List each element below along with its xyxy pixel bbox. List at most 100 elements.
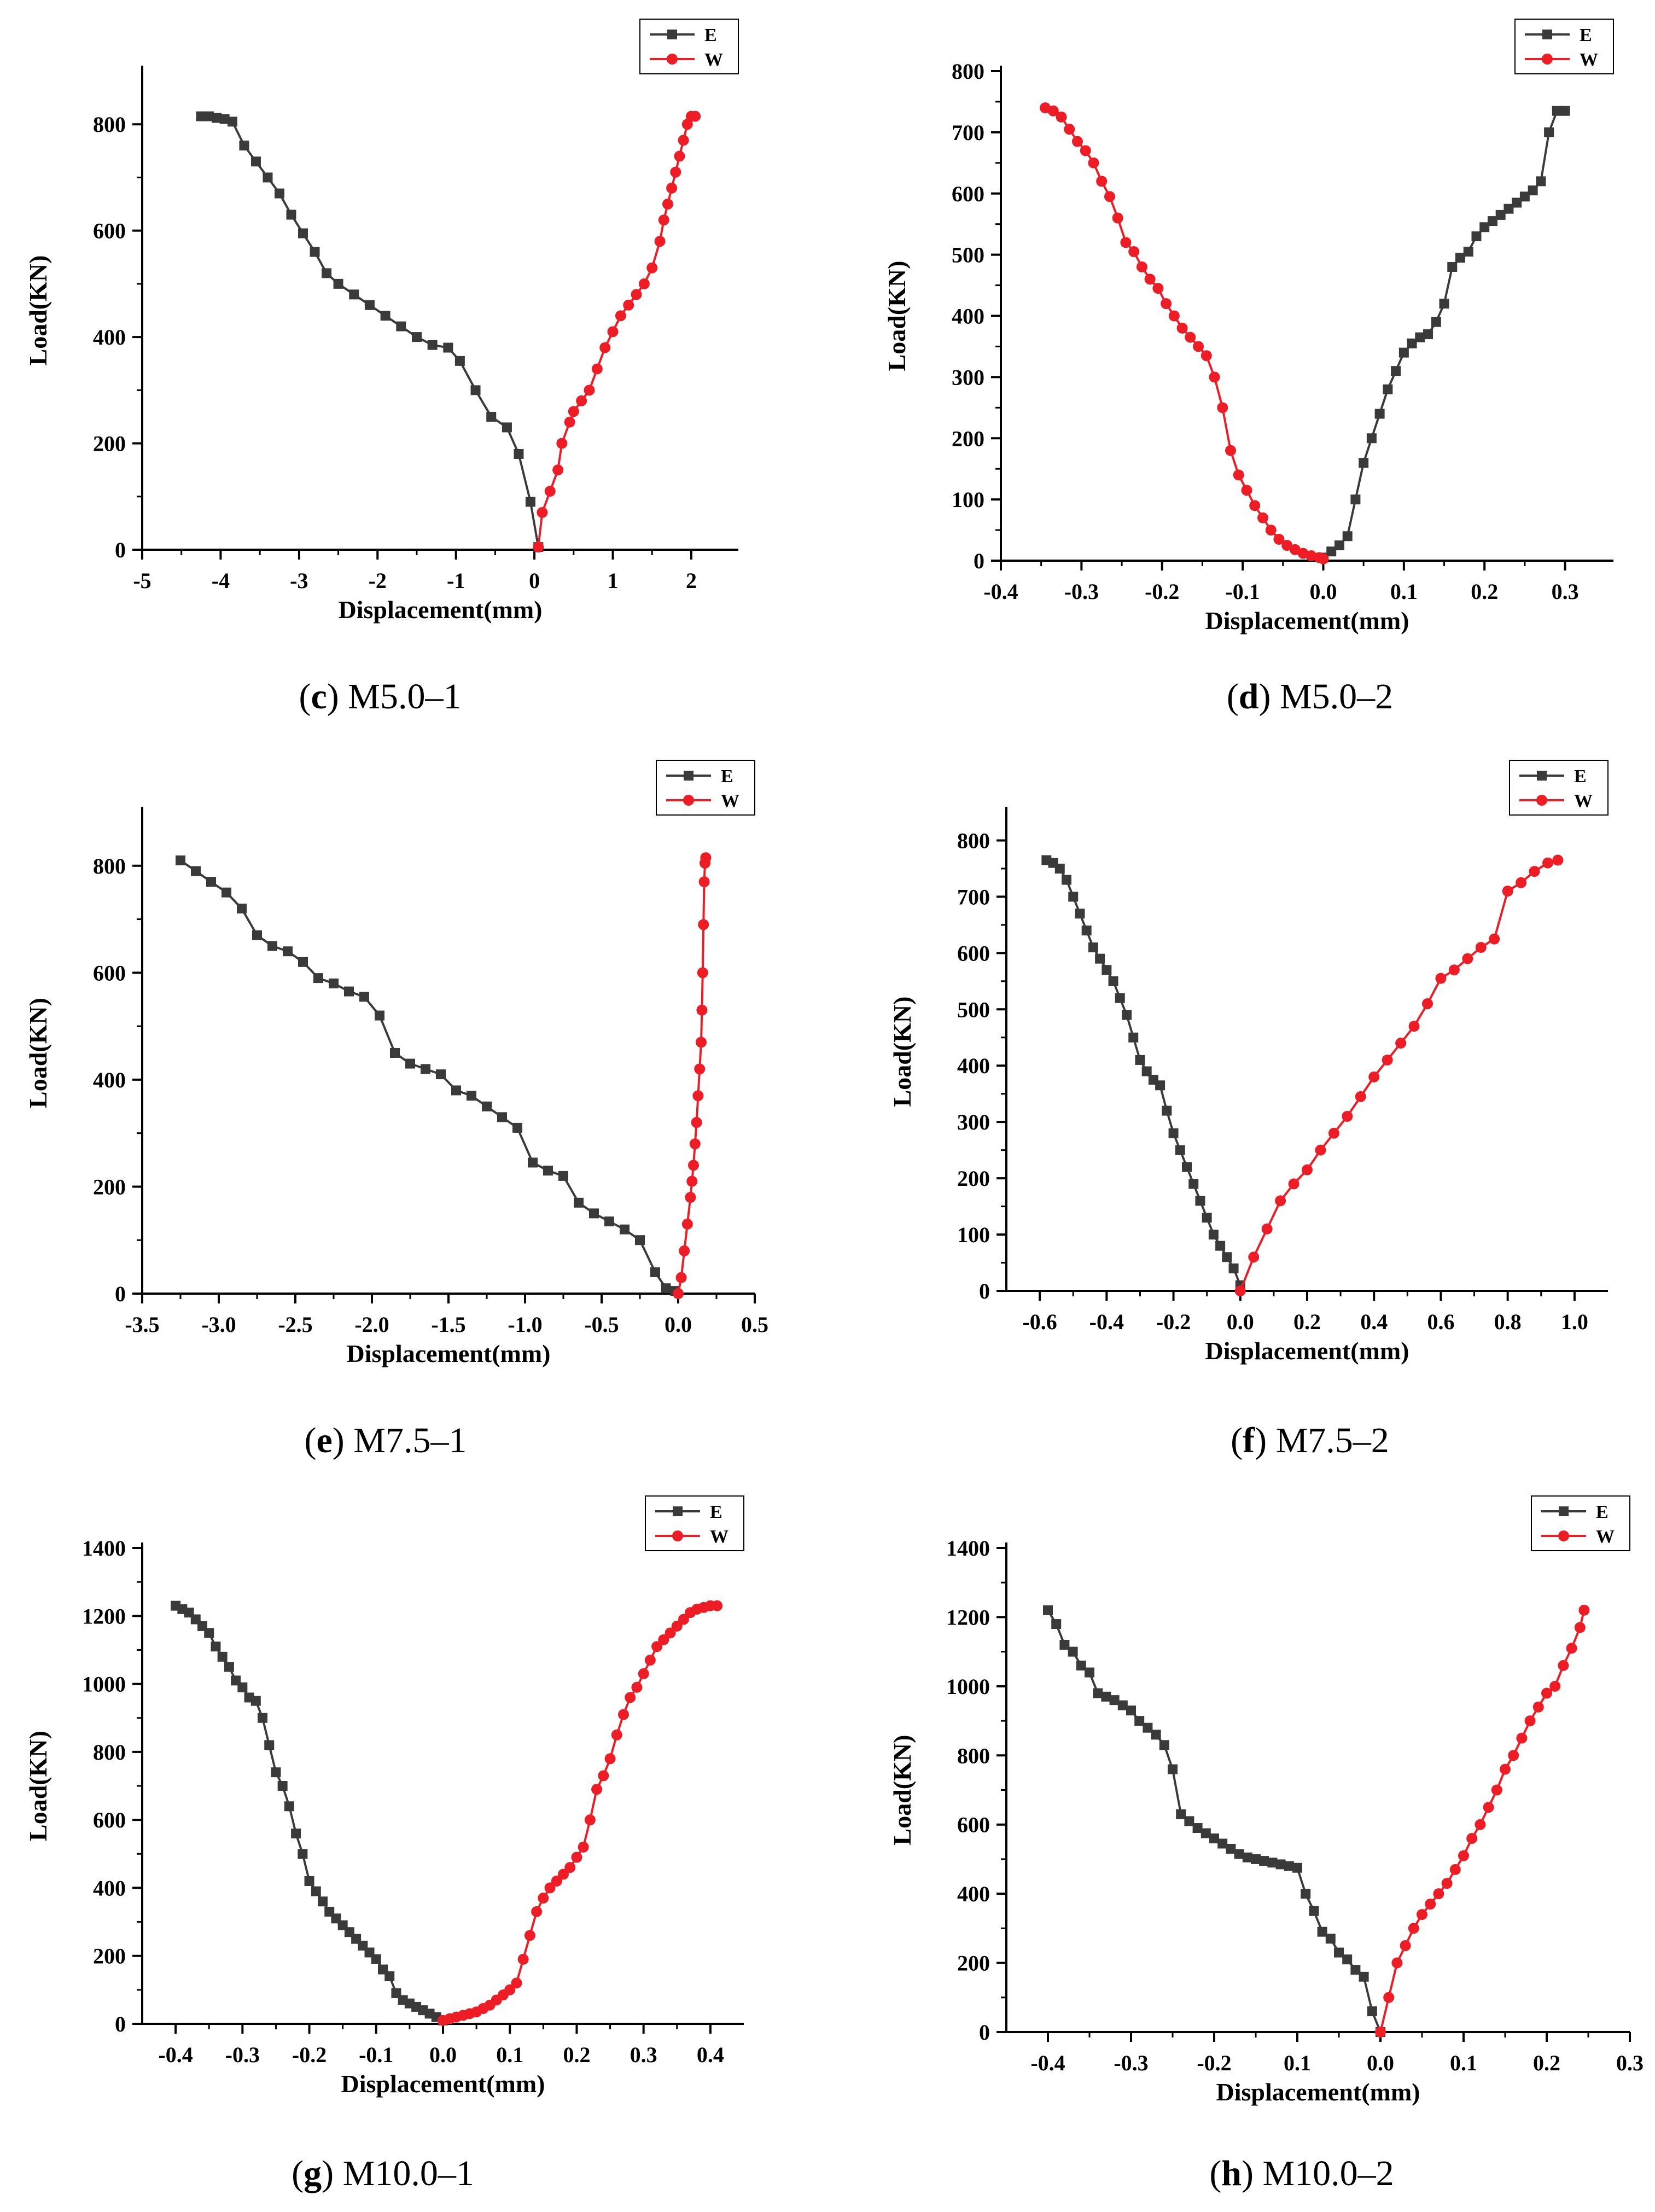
data-point-E (1439, 299, 1449, 309)
data-point-W (1516, 877, 1527, 888)
data-point-W (1549, 1680, 1561, 1692)
legend-box (1514, 19, 1614, 74)
data-point-W (1168, 310, 1180, 322)
data-point-W (551, 1876, 562, 1887)
data-point-W (1056, 111, 1067, 123)
data-point-E (1317, 1926, 1327, 1937)
data-point-W (696, 1004, 708, 1016)
data-point-W (533, 542, 544, 553)
data-point-E (390, 1048, 400, 1058)
x-tick-label: -0.5 (584, 1312, 619, 1337)
data-point-W (1382, 1054, 1393, 1066)
data-point-W (1281, 540, 1293, 551)
panel-caption: (g) M10.0–1 (292, 2153, 474, 2193)
data-point-E (298, 228, 308, 238)
data-point-W (1064, 124, 1075, 135)
legend-marker-W (667, 54, 678, 65)
data-point-W (1265, 525, 1277, 536)
data-point-W (1502, 886, 1513, 897)
data-point-W (1217, 402, 1228, 414)
y-axis-title: Load(KN) (24, 998, 52, 1108)
data-point-W (1435, 973, 1447, 984)
x-tick-label: 0.5 (741, 1312, 768, 1337)
data-point-E (1374, 409, 1385, 419)
x-tick-label: 0.4 (1360, 1309, 1388, 1334)
data-point-E (298, 1849, 308, 1859)
data-point-E (1068, 892, 1079, 902)
data-point-W (1234, 1285, 1246, 1296)
x-tick-label: -3 (290, 568, 308, 593)
y-tick-label: 700 (957, 884, 990, 909)
data-point-E (1222, 1252, 1232, 1262)
data-point-E (1504, 203, 1514, 214)
data-point-E (470, 385, 481, 395)
data-point-E (396, 321, 406, 331)
legend-label-E: E (710, 1502, 722, 1522)
data-point-W (686, 1175, 698, 1187)
data-point-W (658, 214, 669, 226)
data-point-W (631, 289, 642, 300)
data-point-W (1128, 246, 1140, 258)
x-tick-label: 1 (608, 568, 619, 593)
data-point-E (384, 1971, 395, 1981)
data-point-E (1176, 1809, 1186, 1819)
data-point-W (611, 1729, 622, 1741)
data-point-E (267, 941, 277, 951)
x-tick-label: -0.6 (1022, 1309, 1057, 1334)
legend-marker-W (683, 795, 694, 806)
y-tick-label: 400 (93, 325, 126, 350)
data-point-E (359, 992, 369, 1002)
data-point-E (250, 1696, 261, 1706)
data-point-E (1075, 909, 1085, 919)
data-point-E (1359, 458, 1369, 468)
y-tick-label: 600 (952, 182, 984, 206)
x-tick-label: 0.3 (1552, 579, 1579, 604)
legend-label-W: W (721, 791, 739, 811)
data-point-W (700, 852, 712, 864)
series-line-W (1239, 859, 1558, 1291)
data-point-W (1541, 1687, 1552, 1699)
data-point-E (1334, 1947, 1344, 1958)
data-point-W (1400, 1940, 1411, 1951)
y-tick-label: 1400 (82, 1536, 126, 1561)
data-point-W (1578, 1604, 1590, 1616)
x-tick-label: 0.2 (563, 2042, 590, 2067)
data-point-W (1233, 469, 1244, 481)
data-point-E (427, 340, 438, 350)
data-point-W (631, 1681, 643, 1693)
data-point-E (650, 1267, 660, 1277)
data-point-W (1542, 857, 1553, 869)
data-point-E (1242, 1852, 1252, 1862)
data-point-W (531, 1906, 543, 1917)
y-tick-label: 600 (93, 219, 126, 243)
y-tick-label: 200 (93, 1944, 126, 1969)
series-line-W (442, 1604, 718, 2022)
data-point-W (1558, 1660, 1569, 1671)
data-point-W (1112, 212, 1123, 224)
series-line-E (201, 115, 540, 548)
data-point-E (443, 342, 453, 353)
data-point-E (1471, 231, 1482, 242)
y-axis-title: Load(KN) (24, 1731, 52, 1841)
data-point-E (1342, 1954, 1353, 1965)
data-point-E (1059, 1640, 1070, 1650)
y-tick-label: 800 (93, 112, 126, 137)
panel-caption: (d) M5.0–2 (1227, 677, 1393, 717)
data-point-E (635, 1235, 645, 1245)
data-point-W (678, 135, 689, 146)
data-point-E (1215, 1241, 1226, 1251)
data-point-E (1398, 347, 1409, 358)
data-point-W (1408, 1923, 1419, 1934)
y-axis-title: Load(KN) (888, 1735, 916, 1846)
x-tick-label: -1.5 (431, 1312, 465, 1337)
data-point-E (264, 1740, 275, 1750)
data-point-W (1318, 553, 1329, 564)
data-point-E (227, 117, 237, 127)
data-point-E (525, 497, 535, 507)
data-point-W (1508, 1750, 1519, 1761)
data-point-E (451, 1085, 461, 1096)
data-point-W (1425, 1899, 1436, 1910)
data-point-E (310, 247, 320, 257)
data-point-E (284, 1801, 294, 1812)
data-point-E (1188, 1179, 1199, 1189)
